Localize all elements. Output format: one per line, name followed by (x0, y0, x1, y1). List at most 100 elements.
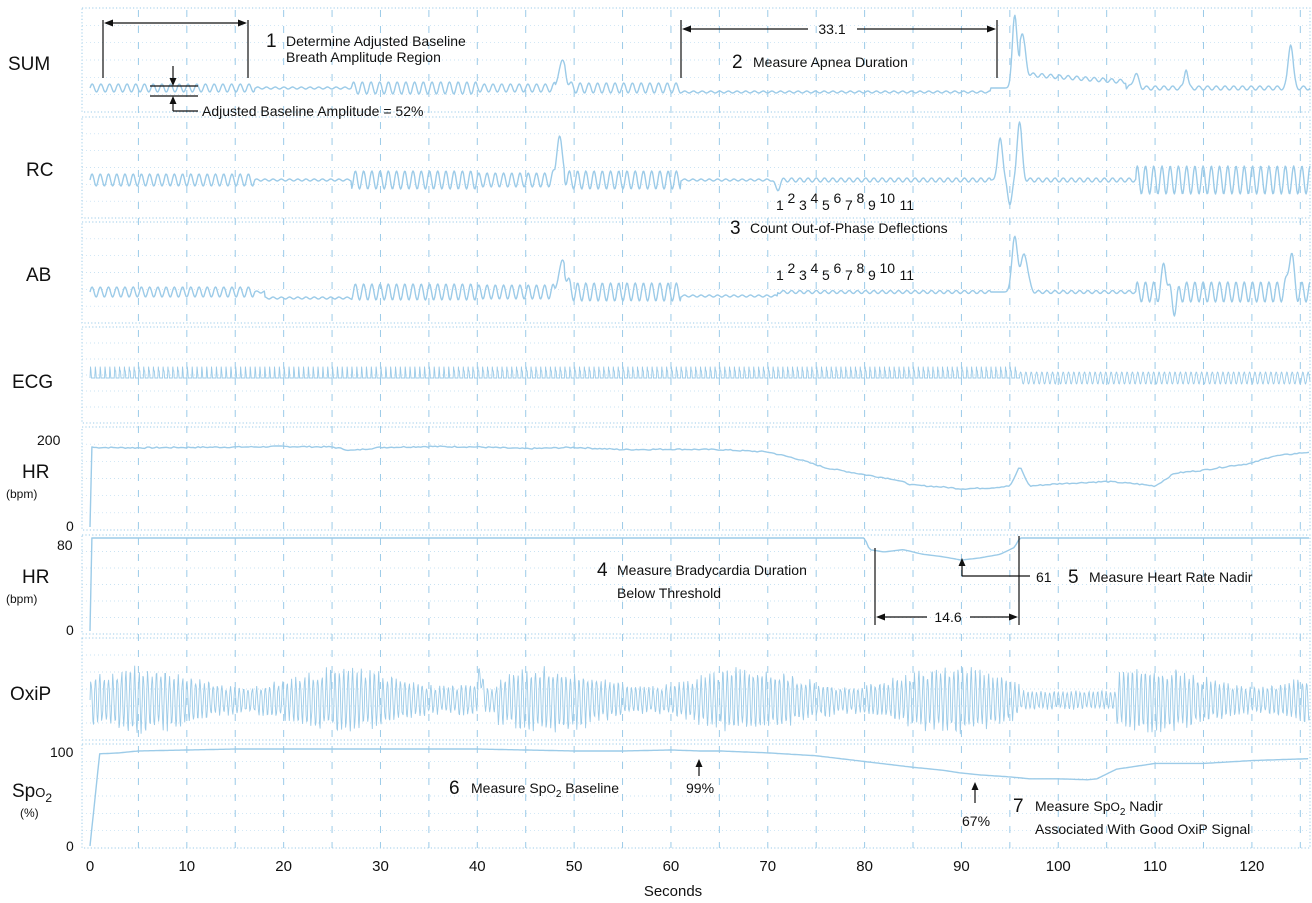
annotation-3-number: 3 (730, 218, 741, 239)
spo2-trace (89, 748, 1309, 847)
x-axis-ticks: 0 10 20 30 40 50 60 70 80 90 100 110 120 (86, 858, 1265, 875)
x-axis-label: Seconds (644, 883, 702, 900)
channel-unit-hr1: (bpm) (6, 487, 37, 501)
deflection-count: 5 (822, 197, 830, 213)
annotation-baseline-amplitude: Adjusted Baseline Amplitude = 52% (150, 66, 423, 119)
annotation-7-line2: Associated With Good OxiP Signal (1035, 821, 1250, 837)
annotation-baseline-text: Adjusted Baseline Amplitude = 52% (202, 103, 423, 119)
annotation-6-number: 6 (449, 778, 460, 799)
deflection-count: 5 (822, 267, 830, 283)
annotation-7-line1: Measure SpO2 Nadir (1035, 798, 1163, 818)
x-tick-label: 110 (1143, 858, 1167, 875)
deflection-count: 9 (868, 197, 876, 213)
annotation-4: 14.6 4 Measure Bradycardia Duration Belo… (597, 536, 1020, 625)
rc-deflection-counts: 1 2 3 4 5 6 7 8 9 10 11 (776, 190, 914, 213)
x-tick-label: 30 (372, 858, 389, 875)
panel-frame-hr1 (81, 426, 1311, 531)
annotation-3: 1 2 3 4 5 6 7 8 9 10 11 1 2 3 4 5 6 7 8 9 10 11 3 Count Out-… (730, 190, 948, 283)
annotation-6-text: Measure SpO2 Baseline (471, 780, 619, 800)
deflection-count: 10 (880, 190, 896, 206)
hr-threshold-trace (89, 537, 1309, 632)
deflection-count: 8 (857, 190, 865, 206)
annotation-4-line2: Below Threshold (617, 585, 721, 601)
scale-max-hr1: 200 (37, 432, 61, 448)
scale-min-hr1: 0 (66, 518, 74, 534)
deflection-count: 7 (845, 197, 853, 213)
x-tick-label: 0 (86, 858, 94, 875)
deflection-count: 9 (868, 267, 876, 283)
channel-label-hr2: HR (22, 567, 49, 588)
channel-label-rc: RC (26, 160, 53, 181)
x-tick-label: 120 (1239, 858, 1264, 875)
scale-max-hr2: 80 (57, 537, 73, 553)
annotation-2-number: 2 (732, 52, 743, 73)
deflection-count: 6 (834, 260, 842, 276)
ab-trace (89, 235, 1311, 317)
annotation-7-number: 7 (1013, 796, 1024, 817)
rc-trace (89, 121, 1311, 206)
spo2-nadir-value: 67% (962, 813, 990, 829)
deflection-count: 7 (845, 267, 853, 283)
deflection-count: 1 (776, 197, 784, 213)
oxip-trace (89, 665, 1310, 735)
channel-label-sum: SUM (8, 54, 50, 75)
channel-label-spo2: SpO2 (12, 781, 52, 805)
annotation-2-text: Measure Apnea Duration (753, 54, 908, 70)
deflection-count: 11 (900, 267, 915, 283)
deflection-count: 6 (834, 190, 842, 206)
channel-labels: SUM RC AB ECG HR (bpm) 200 0 HR (bpm) 80… (6, 54, 74, 854)
annotation-4-number: 4 (597, 560, 608, 581)
bradycardia-duration-value: 14.6 (934, 609, 961, 625)
ecg-trace (89, 366, 1311, 385)
panel-frame-ab (81, 221, 1311, 324)
heart-rate-nadir-value: 61 (1036, 569, 1052, 585)
channel-label-hr1: HR (22, 462, 49, 483)
panel-frame-ecg (81, 326, 1311, 424)
x-tick-label: 80 (856, 858, 873, 875)
x-tick-label: 70 (759, 858, 776, 875)
scale-max-spo2: 100 (50, 744, 74, 760)
apnea-duration-value: 33.1 (818, 21, 845, 37)
x-tick-label: 90 (953, 858, 970, 875)
deflection-count: 2 (788, 190, 796, 206)
annotation-1-number: 1 (266, 31, 277, 52)
channel-label-ab: AB (26, 265, 51, 286)
x-tick-label: 20 (275, 858, 292, 875)
annotation-5-text: Measure Heart Rate Nadir (1089, 569, 1253, 585)
deflection-count: 10 (880, 260, 896, 276)
scale-min-hr2: 0 (66, 622, 74, 638)
deflection-count: 2 (788, 260, 796, 276)
hr-trace (89, 445, 1310, 528)
deflection-count: 3 (799, 267, 807, 283)
sum-trace (89, 14, 1311, 95)
channel-unit-spo2: (%) (20, 806, 39, 820)
deflection-count: 4 (811, 190, 819, 206)
channel-label-oxip: OxiP (10, 684, 51, 705)
spo2-baseline-value: 99% (686, 780, 714, 796)
deflection-count: 3 (799, 197, 807, 213)
deflection-count: 11 (900, 197, 915, 213)
grid-layer (81, 7, 1311, 849)
annotation-7: 67% 7 Measure SpO2 Nadir Associated With… (962, 782, 1250, 837)
annotation-5-number: 5 (1068, 567, 1079, 588)
x-tick-label: 60 (663, 858, 680, 875)
x-tick-label: 50 (566, 858, 583, 875)
deflection-count: 4 (811, 260, 819, 276)
ab-deflection-counts: 1 2 3 4 5 6 7 8 9 10 11 (776, 260, 914, 283)
annotation-2: 33.1 2 Measure Apnea Duration (680, 20, 998, 78)
annotation-6: 99% 6 Measure SpO2 Baseline (449, 759, 714, 800)
x-tick-label: 100 (1046, 858, 1071, 875)
x-tick-label: 40 (469, 858, 486, 875)
x-tick-label: 10 (178, 858, 195, 875)
annotation-1-line1: Determine Adjusted Baseline (286, 33, 466, 49)
annotation-3-text: Count Out-of-Phase Deflections (750, 220, 948, 236)
channel-label-ecg: ECG (12, 372, 53, 393)
scale-min-spo2: 0 (66, 838, 74, 854)
annotation-5: 61 5 Measure Heart Rate Nadir (958, 558, 1253, 588)
deflection-count: 8 (857, 260, 865, 276)
annotation-4-line1: Measure Bradycardia Duration (617, 562, 807, 578)
annotation-1: 1 Determine Adjusted Baseline Breath Amp… (102, 19, 466, 78)
annotation-1-line2: Breath Amplitude Region (286, 49, 441, 65)
trace-layer (89, 14, 1311, 847)
